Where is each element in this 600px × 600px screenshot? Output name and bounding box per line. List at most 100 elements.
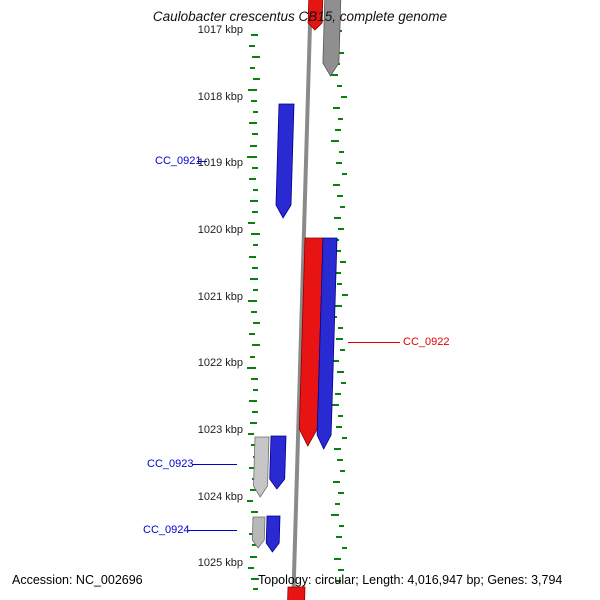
gc-tick-left (249, 178, 256, 180)
ruler-label: 1017 kbp (197, 24, 243, 36)
gc-tick-right (338, 118, 343, 120)
gc-tick-left (247, 500, 253, 502)
gene-arrow-g1-top-red[interactable] (307, 0, 324, 31)
gc-tick-right (337, 459, 343, 461)
gc-tick-left (248, 222, 255, 224)
gc-tick-left (253, 322, 260, 324)
gc-tick-left (252, 211, 258, 213)
gene-label-CC_0924[interactable]: CC_0924 (143, 524, 190, 536)
gc-tick-left (252, 133, 258, 135)
gc-tick-left (248, 89, 257, 91)
ruler-label: 1019 kbp (197, 157, 243, 169)
gc-tick-left (252, 411, 258, 413)
ruler-label: 1020 kbp (197, 224, 243, 236)
label-connector-line (197, 161, 207, 162)
gc-tick-right (339, 525, 344, 527)
gene-label-CC_0923[interactable]: CC_0923 (147, 458, 194, 470)
gc-tick-right (331, 140, 339, 142)
gc-tick-left (252, 544, 258, 546)
gc-tick-right (331, 514, 339, 516)
gc-tick-right (338, 492, 344, 494)
gc-tick-right (335, 393, 341, 395)
gene-arrow-g3-cc0921[interactable] (275, 103, 295, 219)
gc-tick-left (248, 433, 254, 435)
gc-tick-left (250, 356, 255, 358)
gc-tick-left (250, 422, 257, 424)
gc-tick-right (341, 96, 347, 98)
gc-tick-right (336, 162, 342, 164)
gc-tick-right (334, 272, 341, 274)
gc-tick-right (335, 503, 340, 505)
gc-tick-left (250, 145, 257, 147)
genome-backbone (291, 0, 313, 600)
gc-tick-right (336, 426, 342, 428)
gc-tick-left (253, 189, 258, 191)
gc-tick-right (334, 558, 341, 560)
ruler-label: 1024 kbp (197, 491, 243, 503)
gc-tick-right (342, 173, 347, 175)
gc-tick-right (338, 415, 343, 417)
gc-tick-left (253, 111, 258, 113)
gene-arrow-g6-cc0923-gray[interactable] (253, 436, 270, 498)
gc-tick-left (249, 256, 256, 258)
gc-tick-right (338, 327, 343, 329)
gc-tick-right (335, 305, 342, 307)
gc-tick-right (338, 569, 344, 571)
gc-tick-left (251, 511, 258, 513)
gc-tick-right (338, 228, 344, 230)
gc-tick-right (340, 206, 345, 208)
gc-tick-right (335, 129, 341, 131)
label-connector-line (192, 464, 237, 465)
gc-tick-left (248, 300, 257, 302)
gc-tick-right (334, 217, 341, 219)
gc-tick-right (337, 85, 342, 87)
gc-tick-right (336, 580, 341, 582)
gc-tick-left (249, 333, 255, 335)
gc-tick-right (337, 283, 342, 285)
gene-arrow-g4-cc0922-red[interactable] (298, 237, 324, 447)
ruler-label: 1022 kbp (197, 357, 243, 369)
gc-tick-left (249, 122, 257, 124)
gene-arrow-g2-top-gray[interactable] (322, 0, 342, 77)
gc-tick-left (252, 344, 260, 346)
gc-tick-left (250, 200, 258, 202)
accession-text: Accession: NC_002696 (12, 573, 143, 587)
gc-tick-right (339, 151, 344, 153)
gc-tick-right (340, 470, 345, 472)
topology-text: Topology: circular; Length: 4,016,947 bp… (258, 573, 563, 587)
gc-tick-right (337, 371, 344, 373)
ruler-label: 1025 kbp (197, 557, 243, 569)
gc-tick-left (250, 67, 255, 69)
gc-tick-left (252, 267, 258, 269)
gc-tick-right (342, 547, 347, 549)
gc-tick-right (331, 404, 339, 406)
gc-tick-right (342, 294, 348, 296)
gc-tick-right (340, 261, 346, 263)
gene-label-CC_0922[interactable]: CC_0922 (403, 336, 450, 348)
gc-tick-right (340, 349, 345, 351)
gc-tick-right (333, 481, 340, 483)
gc-tick-right (339, 52, 344, 54)
gene-label-CC_0921[interactable]: CC_0921 (155, 155, 202, 167)
gc-tick-left (251, 578, 259, 580)
gene-arrow-g7-cc0923-blue[interactable] (269, 435, 287, 490)
gc-tick-left (247, 367, 256, 369)
gc-tick-left (251, 311, 257, 313)
gene-arrow-g9-cc0924-blue[interactable] (265, 515, 281, 553)
gc-tick-right (333, 184, 340, 186)
gc-tick-left (251, 378, 258, 380)
gc-tick-left (252, 167, 258, 169)
gc-tick-left (251, 233, 260, 235)
gene-arrow-g5-cc0922-blue[interactable] (316, 237, 338, 450)
gc-tick-left (248, 567, 254, 569)
gene-arrow-g8-cc0924-gray[interactable] (251, 516, 266, 549)
label-connector-line (348, 342, 400, 343)
gc-tick-left (253, 389, 258, 391)
gc-tick-left (249, 45, 255, 47)
gene-arrow-g10-bottom-red[interactable] (287, 586, 306, 600)
label-connector-line (188, 530, 237, 531)
gc-tick-right (333, 360, 339, 362)
gc-tick-left (252, 56, 260, 58)
